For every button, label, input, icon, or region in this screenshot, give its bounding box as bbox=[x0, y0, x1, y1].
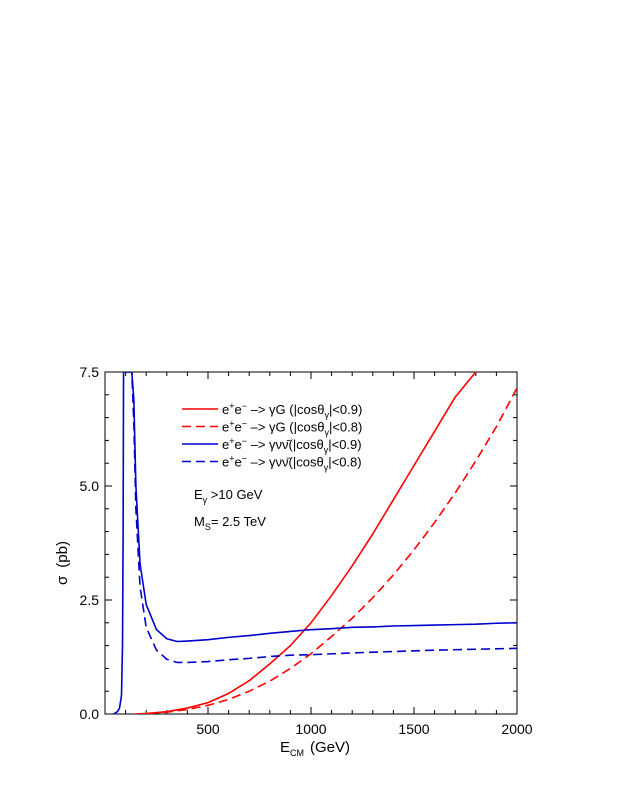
legend: e+e− –> γG (|cosθγ|<0.9)e+e− –> γG (|cos… bbox=[182, 401, 362, 473]
series-line-1 bbox=[135, 372, 477, 714]
x-tick-label: 500 bbox=[196, 721, 220, 737]
legend-entry-4: e+e− –> γνν̄(|cosθγ|<0.8) bbox=[222, 454, 362, 473]
x-tick-label: 1500 bbox=[398, 721, 429, 737]
x-axis-label: ECM (GeV) bbox=[280, 739, 350, 758]
series-line-2 bbox=[135, 387, 517, 714]
legend-entry-1: e+e− –> γG (|cosθγ|<0.9) bbox=[222, 401, 362, 420]
y-axis-label: σ(pb) bbox=[54, 541, 71, 585]
series-line-4 bbox=[125, 372, 517, 664]
x-tick-label: 1000 bbox=[295, 721, 326, 737]
x-tick-label: 2000 bbox=[501, 721, 532, 737]
legend-entry-2: e+e− –> γG (|cosθγ|<0.8) bbox=[222, 419, 362, 438]
legend-entry-3: e+e− –> γνν̄(|cosθγ|<0.9) bbox=[222, 436, 362, 455]
y-tick-label: 7.5 bbox=[80, 364, 100, 380]
y-tick-label: 2.5 bbox=[80, 592, 100, 608]
series-line-3 bbox=[112, 372, 517, 714]
y-tick-label: 5.0 bbox=[80, 478, 100, 494]
y-tick-label: 0.0 bbox=[80, 706, 100, 722]
annotation-string-mass: MS= 2.5 TeV bbox=[194, 514, 266, 532]
annotation-photon-energy-cut: Eγ >10 GeV bbox=[194, 487, 263, 505]
